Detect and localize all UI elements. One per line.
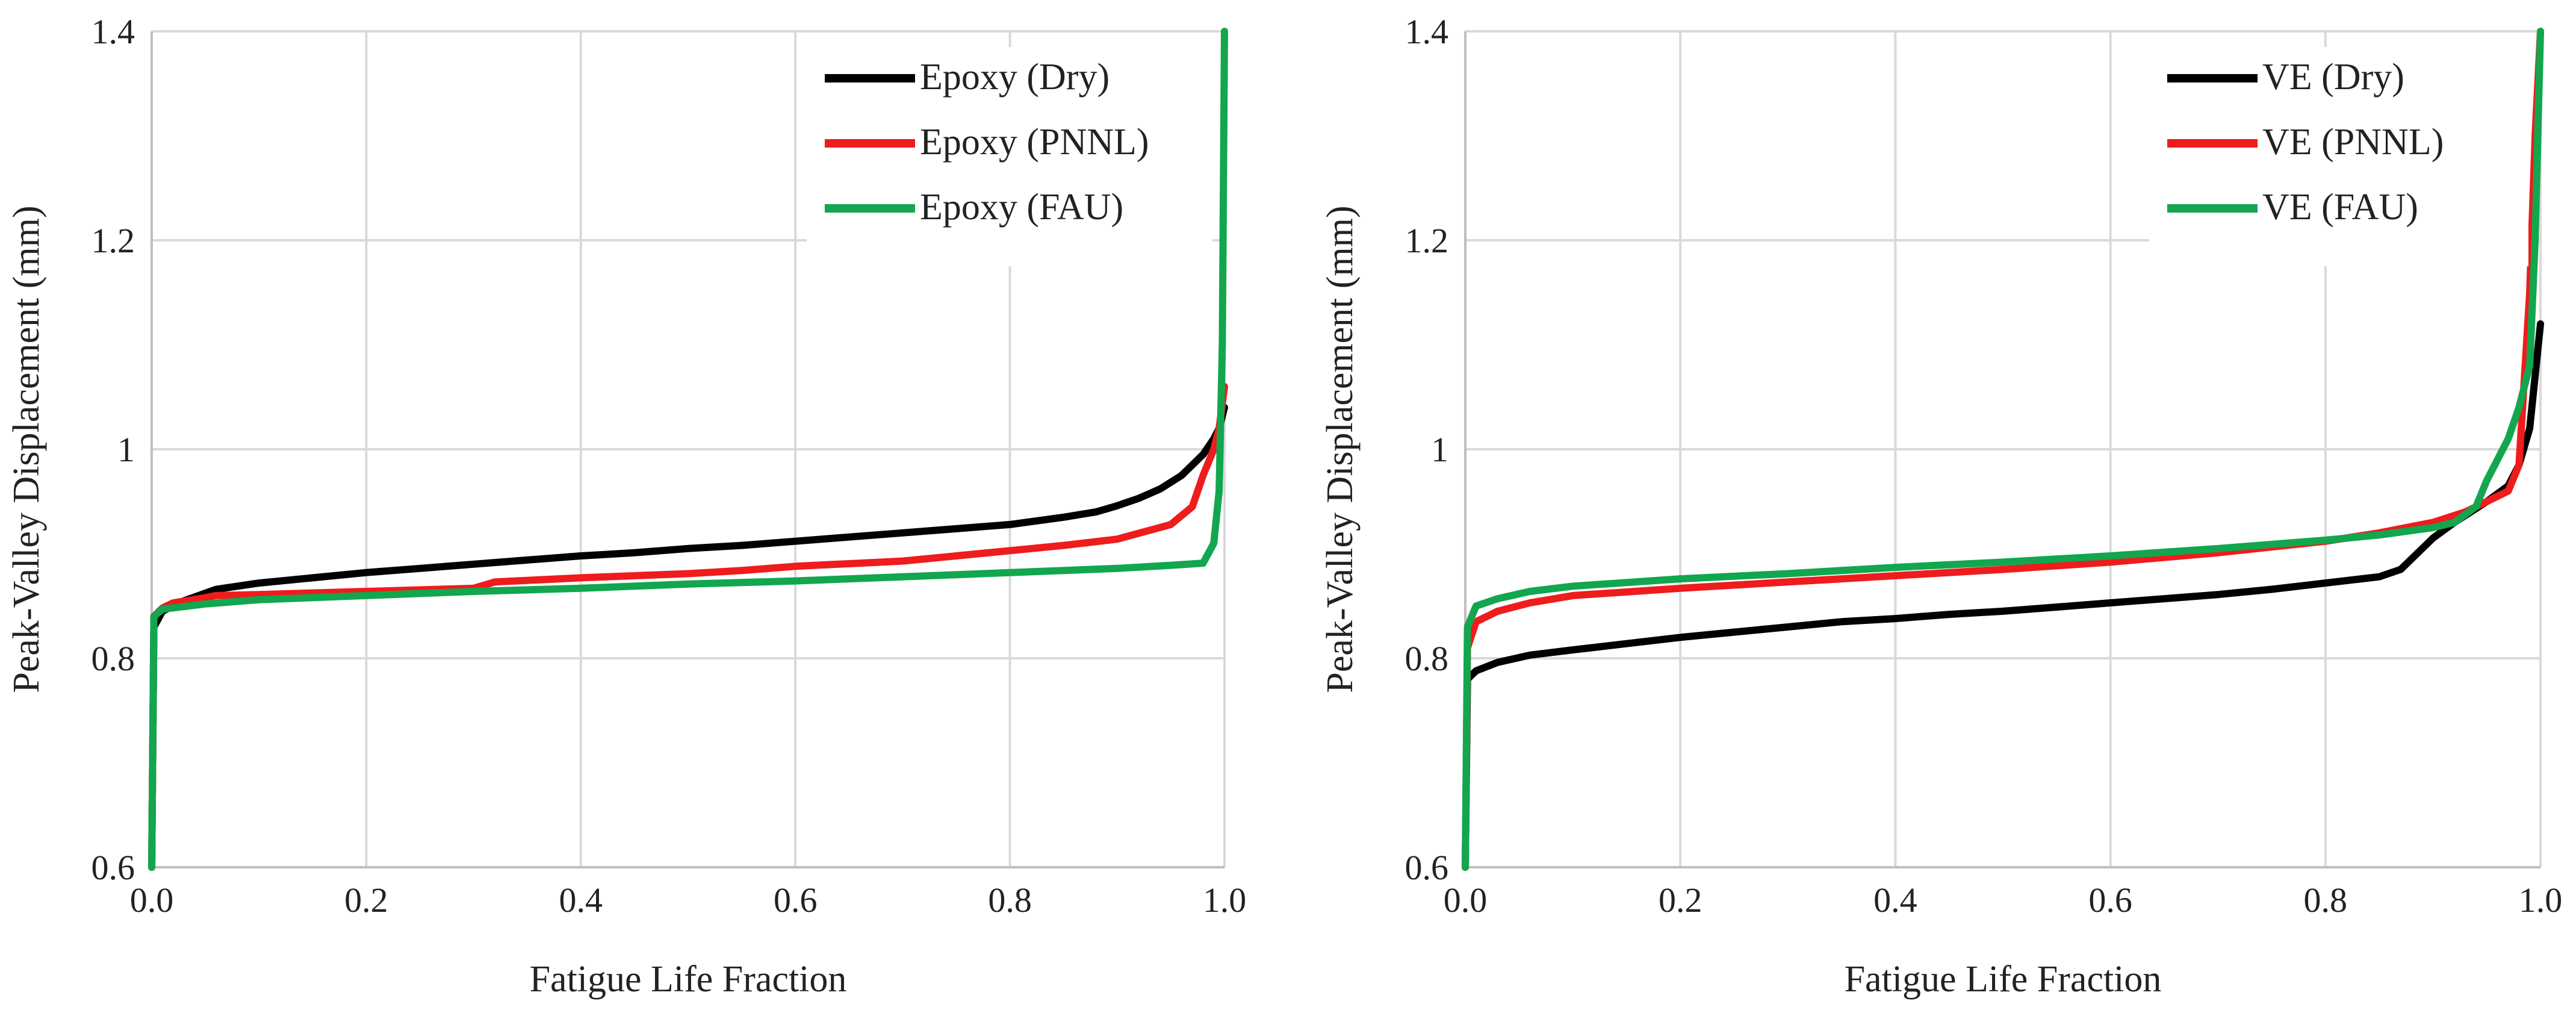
x-tick-label: 0.6 — [2088, 881, 2132, 920]
legend-label: Epoxy (PNNL) — [920, 122, 1149, 163]
y-tick-label: 1.2 — [1405, 221, 1449, 260]
series-line-ve-fau — [1462, 28, 2544, 871]
x-axis-title: Fatigue Life Fraction — [530, 959, 847, 1000]
y-axis-title: Peak-Valley Displacement (mm) — [1320, 205, 1361, 693]
x-tick-label: 0.2 — [1659, 881, 1702, 920]
x-tick-label: 0.8 — [988, 881, 1032, 920]
legend: Epoxy (Dry) Epoxy (PNNL) Epoxy (FAU) — [807, 47, 1212, 266]
legend-label: Epoxy (Dry) — [920, 57, 1110, 98]
x-tick-label: 0.8 — [2304, 881, 2348, 920]
y-tick-label: 0.6 — [92, 848, 135, 887]
series-line-epoxy-dry — [148, 404, 1228, 871]
legend-label: Epoxy (FAU) — [920, 187, 1123, 228]
x-tick-label: 1.0 — [2519, 881, 2563, 920]
legend-label: VE (Dry) — [2262, 57, 2404, 98]
y-tick-label: 0.8 — [1405, 639, 1449, 678]
y-tick-label: 1.4 — [1405, 12, 1449, 51]
chart-panel-1: 0.0 0.2 0.4 0.6 0.8 1.0 0.6 0.8 1 1.2 1.4 Fatigue L… — [6, 12, 1246, 1000]
series-line-epoxy-fau — [148, 28, 1228, 871]
y-axis-title: Peak-Valley Displacement (mm) — [6, 205, 47, 693]
y-tick-label: 0.8 — [92, 639, 135, 678]
y-tick-label: 1.4 — [92, 12, 135, 51]
legend: VE (Dry) VE (PNNL) VE (FAU) — [2149, 47, 2528, 266]
x-tick-label: 0.0 — [1444, 881, 1488, 920]
legend-label: VE (PNNL) — [2262, 122, 2444, 163]
series-line-epoxy-pnnl — [148, 382, 1228, 871]
series-line-ve-pnnl — [1462, 28, 2544, 871]
x-axis-title: Fatigue Life Fraction — [1845, 959, 2162, 1000]
x-tick-label: 0.2 — [344, 881, 388, 920]
y-tick-label: 1 — [1431, 430, 1448, 469]
y-tick-label: 0.6 — [1405, 848, 1449, 887]
x-tick-label: 0.4 — [559, 881, 603, 920]
x-tick-label: 0.0 — [130, 881, 174, 920]
chart-panel-2: 0.0 0.2 0.4 0.6 0.8 1.0 0.6 0.8 1 1.2 1.4 Fatigue L… — [1320, 12, 2562, 1000]
legend-label: VE (FAU) — [2262, 187, 2418, 228]
series-line-ve-dry — [1462, 320, 2544, 871]
x-tick-label: 0.4 — [1873, 881, 1917, 920]
x-tick-label: 0.6 — [774, 881, 818, 920]
legend-background — [2149, 47, 2528, 266]
y-tick-label: 1 — [117, 430, 135, 469]
legend-background — [807, 47, 1212, 266]
x-tick-label: 1.0 — [1203, 881, 1247, 920]
y-tick-label: 1.2 — [92, 221, 135, 260]
